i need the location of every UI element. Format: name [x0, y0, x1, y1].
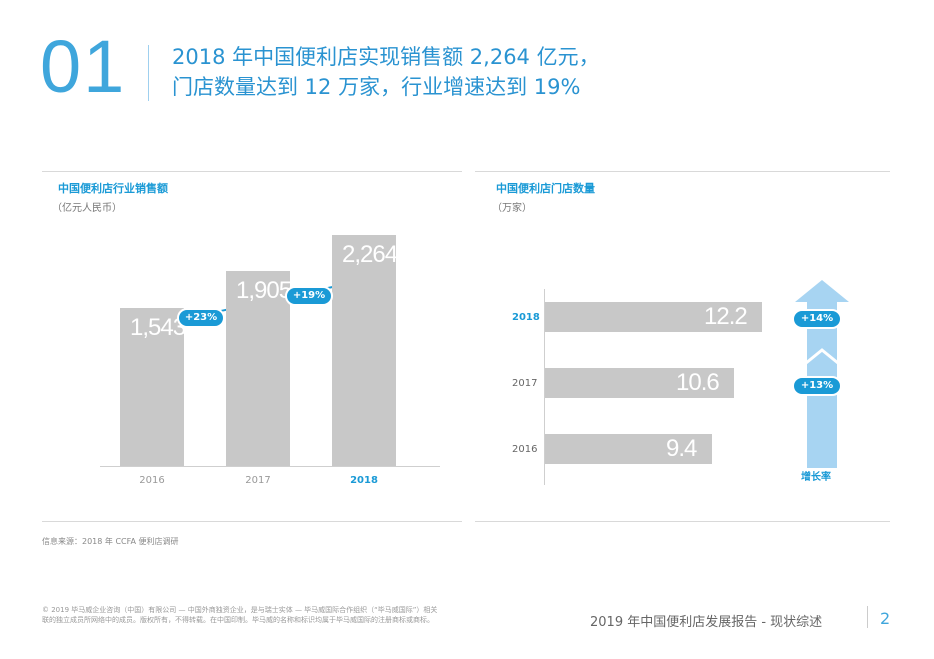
sales-bar-value-2016: 1,543	[130, 314, 186, 341]
sales-x-label-2017: 2017	[245, 475, 271, 486]
legal-line-2: 联的独立成员所网络中的成员。版权所有，不得转载。在中国印制。毕马威的名称和标识均…	[42, 616, 434, 624]
stores-chart-axis	[544, 289, 545, 485]
stores-bar-2018	[545, 302, 762, 332]
report-title: 2019 年中国便利店发展报告 - 现状综述	[590, 615, 823, 630]
stores-bar-2016	[545, 434, 712, 464]
header-divider	[148, 45, 149, 101]
sales-bar-value-2017: 1,905	[236, 277, 292, 304]
section-number: 01	[40, 25, 127, 108]
left-panel-top-rule	[42, 171, 462, 172]
sales-growth-badge-1: +23%	[177, 308, 225, 328]
stores-chart: 12.2 2018 10.6 2017 9.4 2016	[512, 302, 762, 464]
sales-bar-2016	[120, 308, 184, 466]
sales-chart: 1,543 2016 1,905 2017 2,264 2018	[0, 0, 470, 500]
sales-chart-baseline	[100, 466, 440, 467]
stores-bar-value-2017: 10.6	[676, 369, 720, 396]
headline-line-2: 门店数量达到 12 万家，行业增速达到 19%	[172, 75, 581, 99]
sales-bar-value-2018: 2,264	[342, 241, 398, 268]
legal-notice: © 2019 毕马威企业咨询（中国）有限公司 — 中国外商独资企业，是与瑞士实体…	[42, 605, 512, 625]
sales-bar-2018	[332, 235, 396, 466]
stores-bar-value-2016: 9.4	[666, 435, 697, 462]
stores-bar-2017	[545, 368, 734, 398]
right-panel-top-rule	[475, 171, 890, 172]
page-number: 2	[880, 609, 891, 628]
left-panel-title: 中国便利店行业销售额	[58, 182, 168, 195]
sales-x-label-2018: 2018	[350, 475, 378, 486]
right-panel-bottom-rule	[475, 521, 890, 522]
stores-growth-badge-1: +14%	[792, 309, 842, 329]
legal-line-1: © 2019 毕马威企业咨询（中国）有限公司 — 中国外商独资企业，是与瑞士实体…	[42, 606, 438, 614]
sales-growth-badge-2: +19%	[285, 286, 333, 306]
source-note: 信息来源：2018 年 CCFA 便利店调研	[42, 537, 179, 546]
growth-rate-caption: 增长率	[801, 472, 831, 483]
footer-divider	[867, 606, 868, 628]
stores-y-label-2018: 2018	[512, 312, 540, 323]
stores-growth-badge-2: +13%	[792, 376, 842, 396]
sales-bar-2017	[226, 271, 290, 466]
stores-bar-value-2018: 12.2	[704, 303, 748, 330]
stores-y-label-2016: 2016	[512, 444, 538, 455]
right-panel-subtitle: （万家）	[492, 203, 532, 214]
right-panel-title: 中国便利店门店数量	[496, 182, 595, 195]
left-panel-bottom-rule	[42, 521, 462, 522]
sales-x-label-2016: 2016	[139, 475, 165, 486]
stores-y-label-2017: 2017	[512, 378, 538, 389]
left-panel-subtitle: （亿元人民币）	[52, 203, 122, 214]
headline-line-1: 2018 年中国便利店实现销售额 2,264 亿元，	[172, 45, 600, 69]
page-headline: 2018 年中国便利店实现销售额 2,264 亿元， 门店数量达到 12 万家，…	[172, 42, 600, 102]
